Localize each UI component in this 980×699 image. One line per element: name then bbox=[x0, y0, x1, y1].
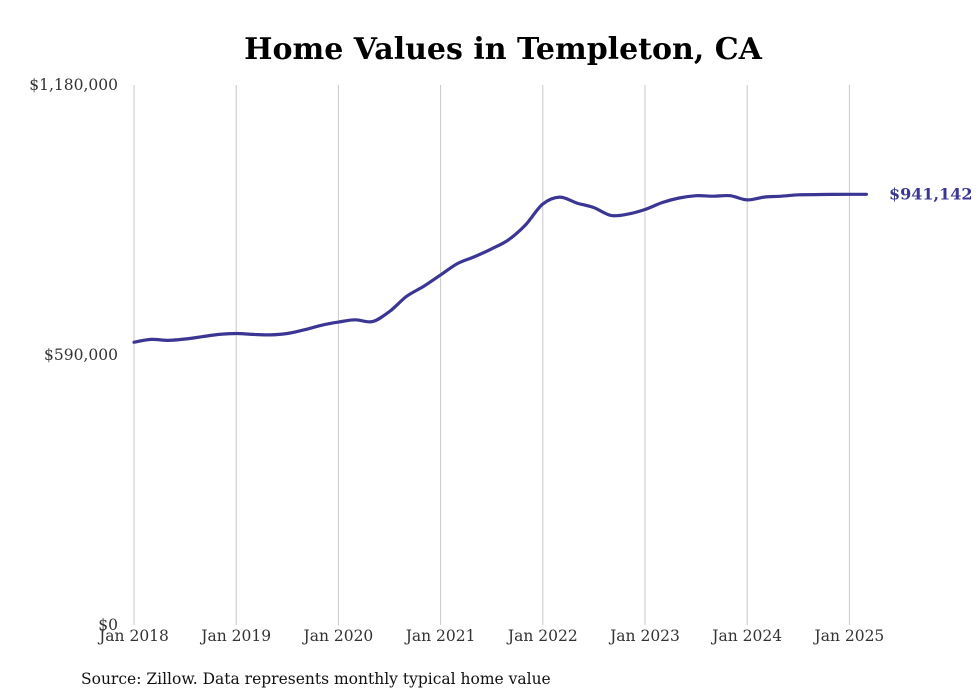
x-tick-label: Jan 2024 bbox=[710, 627, 782, 645]
x-tick-label: Jan 2019 bbox=[199, 627, 271, 645]
gridlines bbox=[133, 85, 850, 625]
y-tick-label: $0 bbox=[98, 616, 118, 634]
source-note: Source: Zillow. Data represents monthly … bbox=[81, 670, 551, 688]
x-tick-label: Jan 2025 bbox=[812, 627, 884, 645]
home-value-series-line bbox=[132, 192, 868, 344]
series-layer bbox=[132, 192, 868, 344]
x-tick-label: Jan 2022 bbox=[506, 627, 578, 645]
last-value-label: $941,142 bbox=[889, 184, 973, 203]
x-tick-label: Jan 2018 bbox=[97, 627, 169, 645]
y-tick-label: $1,180,000 bbox=[29, 76, 118, 94]
chart-title: Home Values in Templeton, CA bbox=[244, 32, 762, 67]
x-tick-label: Jan 2021 bbox=[404, 627, 476, 645]
y-tick-label: $590,000 bbox=[44, 346, 118, 364]
x-tick-label: Jan 2023 bbox=[608, 627, 680, 645]
y-axis-ticks: $0 $590,000 $1,180,000 bbox=[29, 76, 118, 634]
x-tick-label: Jan 2020 bbox=[301, 627, 373, 645]
x-axis-ticks: Jan 2018 Jan 2019 Jan 2020 Jan 2021 Jan 2022… bbox=[97, 627, 884, 645]
